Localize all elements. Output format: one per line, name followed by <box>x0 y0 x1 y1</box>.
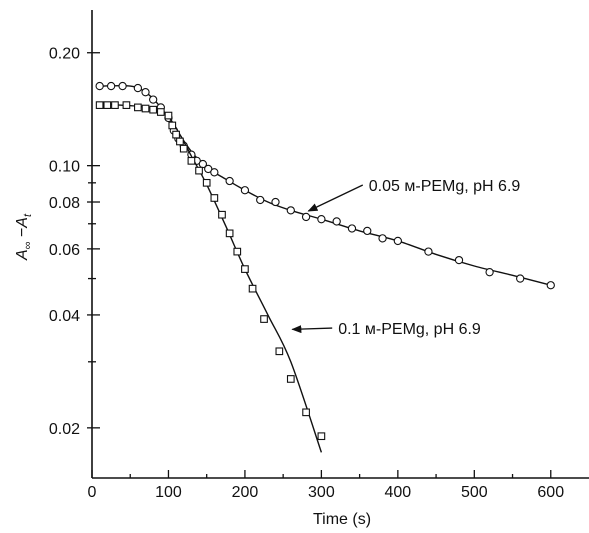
series-1-point <box>378 234 387 243</box>
series-1-point <box>106 81 116 91</box>
y-tick-label: 0.08 <box>49 195 80 212</box>
series-2-point <box>156 108 165 116</box>
series-2-point <box>111 101 119 109</box>
y-tick-label: 0.20 <box>49 46 80 63</box>
y-title-b-sub: t <box>22 213 34 217</box>
y-title-b: A <box>14 217 31 229</box>
series-2-point <box>260 315 268 323</box>
series-2-point <box>210 194 219 202</box>
series-2-point <box>134 103 142 112</box>
y-title-a-sub: ∞ <box>22 242 34 250</box>
series-2-point <box>168 121 177 130</box>
series-2-point <box>218 210 226 219</box>
series-2-point <box>241 265 249 273</box>
axes: 0 100 200 300 400 500 600 0.02 0.04 0.06 0.08 0.10 0… <box>49 10 589 501</box>
series-2-point <box>149 105 158 114</box>
x-axis-title: Time (s) <box>313 511 371 528</box>
series-2-point <box>317 432 326 441</box>
series-1-point <box>141 88 150 97</box>
series-1-point <box>271 197 280 207</box>
series-1-point <box>485 268 494 277</box>
y-tick-label: 0.06 <box>49 242 80 259</box>
series-2-point <box>122 101 131 109</box>
x-tick-label: 200 <box>232 484 259 501</box>
x-tick-label: 100 <box>155 484 182 501</box>
x-tick-label: 500 <box>461 484 488 501</box>
series-1-point <box>149 95 158 104</box>
series-1-point <box>95 81 104 91</box>
x-tick-label: 400 <box>384 484 411 501</box>
series-1-point <box>118 81 127 91</box>
annotation-1-arrow <box>307 184 364 212</box>
series-2-fit-line <box>99 103 323 453</box>
series-2-point <box>176 137 184 146</box>
series-1-point <box>317 215 326 224</box>
plot-area <box>95 81 555 453</box>
series-1-point <box>240 186 250 195</box>
series-2-point <box>187 156 196 165</box>
series-2-point <box>195 166 203 175</box>
series-1-point <box>256 195 265 205</box>
series-1-point <box>210 168 219 177</box>
series-2-point <box>286 375 295 383</box>
series-2-point <box>103 101 112 109</box>
series-1-point <box>225 176 234 186</box>
y-title-minus: − <box>14 228 31 242</box>
series-1-point <box>133 83 143 93</box>
series-1-point <box>332 217 341 226</box>
series-2-point <box>179 144 188 153</box>
x-tick-label: 600 <box>537 484 564 501</box>
series-1-point <box>424 247 433 256</box>
x-tick-label: 0 <box>88 484 97 501</box>
series-1-point <box>204 164 213 174</box>
series-2-point <box>172 130 180 139</box>
series-1-point <box>363 226 372 236</box>
series-1-point <box>516 274 525 283</box>
series-2-point <box>141 104 150 113</box>
series-1-point <box>454 255 464 265</box>
series-1-point <box>286 206 295 215</box>
y-axis-title: A∞ −At <box>14 213 34 261</box>
series-1-point <box>546 281 555 290</box>
annotation-2-arrow <box>291 325 333 334</box>
annotation-1-label: 0.05 м-PEMg, pH 6.9 <box>369 178 521 195</box>
series-2-point <box>164 111 173 120</box>
series-2-point <box>233 247 242 256</box>
series-2-point <box>95 101 104 109</box>
series-2-point <box>275 347 284 356</box>
series-2-point <box>302 408 310 417</box>
y-title-a: A <box>14 249 31 261</box>
series-2-point <box>202 178 211 187</box>
annotation-2-label: 0.1 м-PEMg, pH 6.9 <box>338 321 481 338</box>
annotations: 0.05 м-PEMg, pH 6.9 0.1 м-PEMg, pH 6.9 <box>291 178 521 338</box>
series-1-point <box>393 236 402 246</box>
y-tick-label: 0.02 <box>49 421 80 438</box>
series-2-point <box>248 284 257 293</box>
series-1-point <box>301 212 311 222</box>
series-2-point <box>225 229 234 238</box>
x-tick-label: 300 <box>308 484 335 501</box>
series-1-point <box>347 224 357 233</box>
y-tick-label: 0.10 <box>49 159 80 176</box>
y-tick-label: 0.04 <box>49 308 80 325</box>
